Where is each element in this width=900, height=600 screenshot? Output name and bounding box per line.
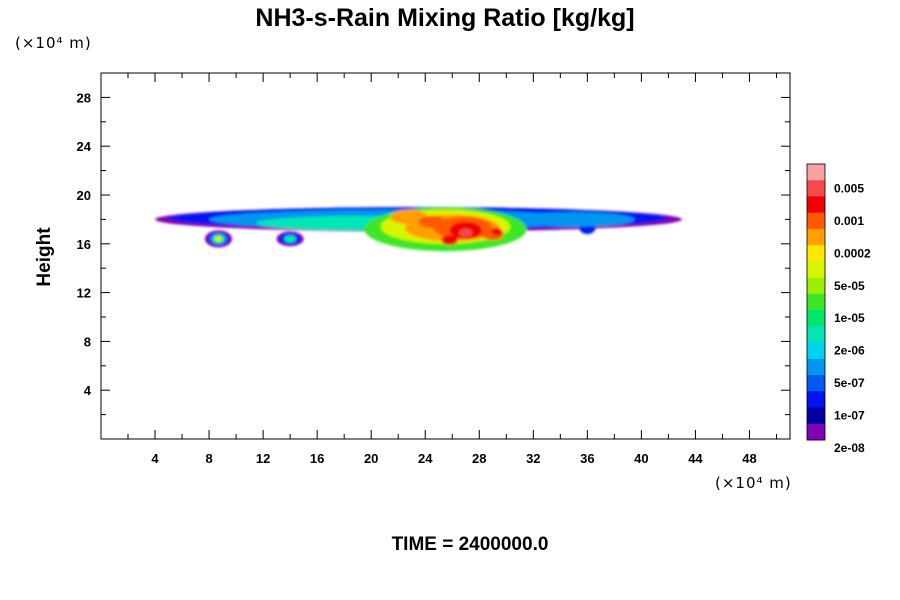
y-tick-label: 4 [84,383,92,398]
x-tick-label: 16 [310,451,324,466]
colorbar-swatch [807,407,825,425]
colorbar-swatch [807,245,825,262]
mixing-ratio-field [155,207,682,252]
field-contour [215,236,222,242]
plot-frame [100,72,791,440]
x-tick-label: 12 [256,451,270,466]
x-tick-label: 24 [418,451,433,466]
y-axis-unit: (×10⁴ m) [15,34,92,52]
field-contour [284,235,297,243]
time-label: TIME = 2400000.0 [392,534,549,555]
colorbar-swatch [807,358,825,376]
y-tick-label: 20 [77,188,91,203]
colorbar: 0.005 0.001 0.0002 5e-05 1e-05 2e-06 5e-07 1e-0… [806,163,871,455]
colorbar-label: 0.005 [834,181,864,195]
x-axis-ticks: 4 8 12 16 20 24 28 32 36 40 44 48 [127,73,777,466]
x-tick-label: 40 [634,451,648,466]
field-contour [491,227,503,236]
x-tick-label: 36 [580,451,594,466]
field-contour [441,235,458,246]
colorbar-frame [806,163,826,441]
colorbar-label: 1e-07 [834,409,865,423]
y-tick-label: 24 [77,139,92,154]
colorbar-label: 0.001 [834,214,864,228]
field-layer [459,228,473,238]
colorbar-label: 2e-06 [834,344,865,358]
y-tick-label: 28 [77,90,91,105]
y-axis-ticks: 4 8 12 16 20 24 28 [77,90,790,416]
y-tick-label: 16 [77,237,91,252]
colorbar-swatch [807,293,825,311]
colorbar-swatch [807,342,825,360]
colorbar-swatch [807,261,825,279]
y-tick-label: 12 [77,286,91,301]
field-contour [513,212,635,227]
colorbar-swatch [807,375,825,392]
y-axis-label: Height [34,227,55,287]
x-tick-label: 32 [526,451,540,466]
colorbar-swatch [807,228,825,246]
colorbar-swatch [807,180,825,197]
colorbar-swatch [807,310,825,327]
colorbar-swatch [807,212,825,230]
x-tick-label: 48 [742,451,756,466]
colorbar-label: 5e-05 [834,279,865,293]
colorbar-label: 2e-08 [834,441,865,455]
colorbar-swatch [807,164,825,181]
plot-background [101,73,790,439]
colorbar-swatch [807,277,825,295]
x-tick-label: 8 [205,451,212,466]
y-tick-label: 8 [84,334,91,349]
x-axis-unit: (×10⁴ m) [715,474,792,492]
colorbar-label: 0.0002 [834,246,871,260]
chart-title: NH3-s-Rain Mixing Ratio [kg/kg] [255,4,634,32]
colorbar-swatch [807,326,825,344]
colorbar-label: 1e-05 [834,311,865,325]
colorbar-swatch [807,196,825,214]
field-contour [390,209,428,225]
x-tick-label: 44 [688,451,703,466]
colorbar-swatch [807,423,825,441]
colorbar-label: 5e-07 [834,376,865,390]
colorbar-swatch [807,391,825,409]
field-contour [459,228,473,238]
x-tick-label: 28 [472,451,486,466]
x-tick-label: 20 [364,451,378,466]
x-tick-label: 4 [151,451,159,466]
field-contour [418,215,446,228]
